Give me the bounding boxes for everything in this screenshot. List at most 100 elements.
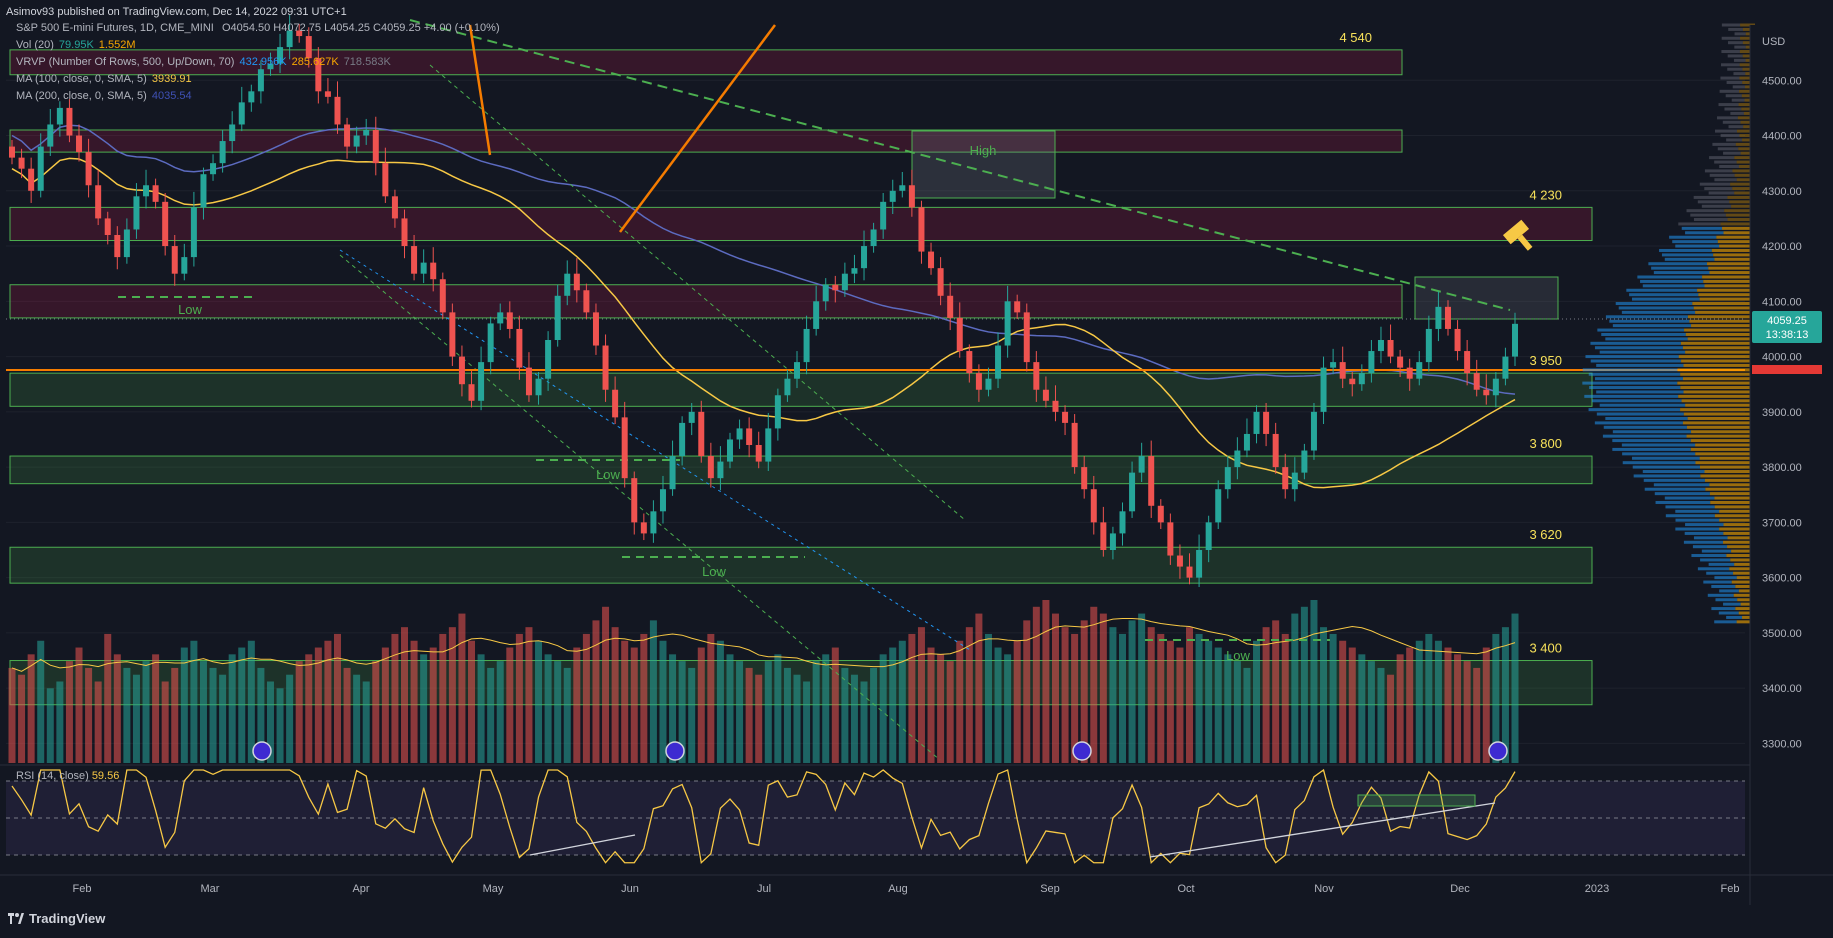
profile-bar — [1612, 324, 1692, 328]
time-tick-label: Jun — [621, 883, 639, 895]
profile-bar — [1626, 288, 1698, 292]
volume-bar — [94, 681, 102, 763]
candle-body — [1444, 306, 1451, 329]
volume-bar — [410, 640, 418, 763]
profile-bar — [1740, 120, 1755, 124]
candle-body — [391, 196, 398, 219]
profile-bar — [1734, 156, 1755, 160]
profile-bar — [1723, 151, 1741, 155]
candle-body — [889, 190, 896, 202]
candle-body — [420, 262, 427, 274]
volume-bar — [793, 674, 801, 763]
profile-bar — [1739, 76, 1755, 80]
profile-bar — [1699, 297, 1755, 301]
candle-body — [37, 146, 44, 191]
profile-bar — [1680, 386, 1755, 390]
candle-body — [497, 312, 504, 324]
candle-body — [152, 185, 159, 202]
profile-bar — [1692, 545, 1728, 549]
volume-bar — [582, 633, 590, 763]
profile-bar — [1741, 107, 1755, 111]
profile-bar — [1714, 178, 1737, 182]
price-axis-bg — [1750, 25, 1833, 905]
rsi-legend: RSI (14, close) 59.56 — [16, 770, 119, 782]
candle-body — [1349, 378, 1356, 385]
dividend-event-icon — [252, 741, 272, 761]
candle-body — [841, 273, 848, 291]
profile-bar — [1742, 615, 1755, 619]
chart-labels: 4 540 4 230 3 950 3 800 3 620 3 400 High Low Low… — [178, 30, 1562, 761]
profile-bar — [1714, 257, 1755, 261]
volume-bar — [611, 627, 619, 763]
candle-body — [573, 273, 580, 291]
profile-bar — [1715, 129, 1738, 133]
profile-bar — [1692, 302, 1755, 306]
profile-bar — [1723, 540, 1755, 544]
ma200-line — [11, 124, 1516, 395]
profile-bar — [1714, 514, 1755, 518]
dividend-event-icon — [1072, 741, 1092, 761]
candle-body — [1464, 351, 1471, 374]
candle-body — [363, 130, 370, 136]
profile-bar — [1721, 63, 1740, 67]
candle-body — [583, 290, 590, 313]
profile-bar — [1582, 368, 1678, 372]
profile-bar — [1700, 558, 1731, 562]
volume-bar — [477, 654, 485, 763]
volume-bar — [1176, 647, 1184, 763]
candle-body — [717, 461, 724, 479]
volume-bar — [1396, 654, 1404, 763]
profile-bar — [1742, 80, 1755, 84]
candle-body — [1196, 550, 1203, 578]
candle-body — [458, 356, 465, 385]
volume-bar — [458, 613, 466, 763]
volume-bar — [1080, 620, 1088, 763]
volume-bar — [314, 647, 322, 763]
tradingview-brand[interactable]: TradingView — [8, 911, 105, 926]
volume-bar — [506, 647, 514, 763]
candle-body — [774, 395, 781, 429]
profile-bar — [1590, 359, 1682, 363]
profile-bar — [1699, 465, 1755, 469]
candle-body — [324, 91, 331, 97]
support-zone — [9, 455, 1593, 485]
indicator-row[interactable]: MA (100, close, 0, SMA, 5) 3939.91 — [16, 73, 197, 85]
profile-bar — [1720, 222, 1755, 226]
candle-body — [545, 340, 552, 379]
profile-bar — [1695, 310, 1755, 314]
volume-bar — [1367, 661, 1375, 763]
profile-bar — [1691, 324, 1755, 328]
candle-body — [257, 69, 264, 92]
profile-bar — [1683, 390, 1755, 394]
volume-bar — [142, 661, 150, 763]
candle-body — [631, 478, 638, 523]
volume-bar — [803, 681, 811, 763]
high-low-label: Low — [596, 467, 620, 482]
volume-bar — [219, 674, 227, 763]
profile-bar — [1702, 275, 1755, 279]
profile-bar — [1739, 89, 1755, 93]
candle-body — [1224, 467, 1231, 490]
profile-bar — [1742, 138, 1755, 142]
volume-bar — [113, 654, 121, 763]
time-tick-label: Feb — [73, 883, 92, 895]
candle-body — [1330, 362, 1337, 368]
profile-bar — [1672, 240, 1718, 244]
price-tick-label: 4400.00 — [1762, 131, 1802, 143]
indicator-row[interactable]: Vol (20) 79.95K 1.552M — [16, 39, 141, 51]
profile-bar — [1741, 94, 1755, 98]
candle-body — [1243, 433, 1250, 451]
profile-bar — [1665, 505, 1715, 509]
indicator-row[interactable]: VRVP (Number Of Rows, 500, Up/Down, 70) 4… — [16, 56, 396, 68]
profile-bar — [1648, 262, 1708, 266]
candle-body — [76, 135, 83, 153]
indicator-row[interactable]: MA (200, close, 0, SMA, 5) 4035.54 — [16, 90, 197, 102]
candle-body — [1368, 351, 1375, 374]
profile-bar — [1707, 262, 1755, 266]
trend-lines — [6, 19, 1745, 761]
volume-bar — [1501, 627, 1509, 763]
profile-bar — [1678, 355, 1755, 359]
profile-bar — [1640, 279, 1704, 283]
volume-bar — [994, 647, 1002, 763]
